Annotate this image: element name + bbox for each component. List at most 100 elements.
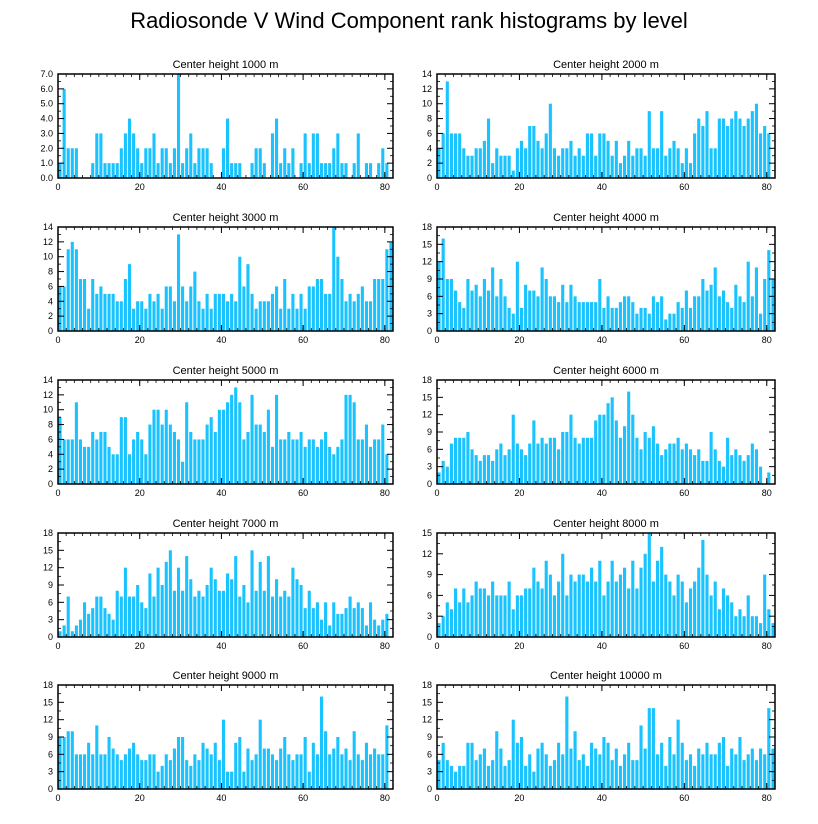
- bar: [136, 148, 140, 178]
- bar: [441, 133, 445, 178]
- bar: [189, 432, 193, 484]
- panel-title: Center height 10000 m: [550, 670, 662, 682]
- bar: [532, 126, 536, 178]
- bar: [602, 737, 606, 789]
- bar: [540, 148, 544, 178]
- bar: [730, 118, 734, 178]
- bar: [91, 608, 95, 637]
- bar: [721, 466, 726, 484]
- bar: [381, 424, 385, 484]
- bar: [172, 148, 176, 178]
- bar: [230, 771, 234, 789]
- chart-panel-10: Center height 10000 m 0 20 40 60 80 0 3 6 9 12 15 18: [422, 670, 776, 803]
- bar: [767, 250, 771, 331]
- bar: [453, 771, 458, 789]
- bar: [275, 760, 279, 789]
- bar: [705, 742, 709, 789]
- bar: [136, 301, 140, 331]
- bar: [717, 609, 721, 637]
- bar: [594, 155, 598, 178]
- bar: [684, 148, 688, 178]
- y-tick-label: 0: [427, 632, 432, 642]
- bar: [66, 439, 70, 484]
- bar: [287, 432, 291, 484]
- bar: [352, 608, 356, 637]
- x-tick-label: 80: [762, 488, 772, 498]
- chart-panel-7: Center height 7000 m 0 20 40 60 80 0 3 6 9 12 15 18: [43, 518, 394, 651]
- bar: [258, 148, 262, 178]
- bar: [688, 163, 693, 178]
- bar: [299, 293, 303, 331]
- bar: [217, 293, 221, 331]
- bar: [746, 118, 750, 178]
- bar: [631, 302, 635, 331]
- bar: [466, 742, 470, 789]
- bar: [713, 449, 717, 484]
- bar: [441, 742, 445, 789]
- bar: [622, 754, 627, 789]
- bar: [734, 449, 738, 484]
- bar: [693, 296, 697, 331]
- bar: [58, 417, 62, 484]
- bar: [291, 293, 295, 331]
- bar: [742, 760, 746, 789]
- bar: [291, 439, 295, 484]
- bar: [738, 118, 742, 178]
- bar: [540, 588, 544, 637]
- bar: [598, 279, 602, 331]
- bar: [676, 574, 680, 637]
- bar: [552, 148, 557, 178]
- panel-title: Center height 6000 m: [553, 365, 659, 377]
- panel-title: Center height 8000 m: [553, 518, 659, 530]
- bar: [590, 742, 594, 789]
- bar: [552, 296, 557, 331]
- bar: [705, 574, 709, 637]
- y-tick-label: 0: [427, 326, 432, 336]
- bar: [639, 148, 643, 178]
- bar: [254, 148, 258, 178]
- bar: [565, 302, 569, 331]
- bar: [458, 302, 462, 331]
- x-tick-label: 80: [380, 641, 390, 651]
- bar: [332, 148, 336, 178]
- bar: [201, 596, 205, 637]
- bar: [205, 293, 209, 331]
- bar: [519, 449, 524, 484]
- chart-panel-1: Center height 1000 m 0 20 40 60 80 0.0 1.0 2.0 3.…: [40, 59, 394, 192]
- bar: [594, 302, 598, 331]
- x-tick-label: 40: [597, 641, 607, 651]
- bar: [754, 267, 759, 331]
- bar: [172, 432, 176, 484]
- bar: [577, 760, 581, 789]
- y-tick-label: 6: [48, 434, 53, 444]
- bar: [262, 590, 266, 637]
- bar: [295, 579, 299, 637]
- bar: [328, 293, 332, 331]
- bar: [99, 133, 103, 178]
- bar: [676, 437, 680, 484]
- bar: [486, 455, 491, 484]
- bar: [66, 148, 70, 178]
- bar: [495, 595, 499, 637]
- bar: [610, 155, 614, 178]
- y-tick-label: 9: [427, 427, 432, 437]
- bar: [478, 148, 482, 178]
- bar: [360, 286, 364, 331]
- bar: [172, 590, 176, 637]
- bar: [705, 111, 709, 178]
- bar: [197, 760, 201, 789]
- bar: [767, 133, 771, 178]
- bar: [598, 414, 602, 484]
- x-tick-label: 80: [762, 641, 772, 651]
- bar: [594, 581, 598, 637]
- bar: [140, 439, 144, 484]
- bar: [680, 163, 684, 178]
- bar: [377, 279, 381, 331]
- bar: [168, 286, 172, 331]
- bar: [111, 619, 115, 637]
- bar: [156, 409, 160, 484]
- y-tick-label: 0: [427, 784, 432, 794]
- y-tick-label: 18: [422, 680, 432, 690]
- bar: [445, 602, 449, 637]
- y-tick-label: 8: [48, 267, 53, 277]
